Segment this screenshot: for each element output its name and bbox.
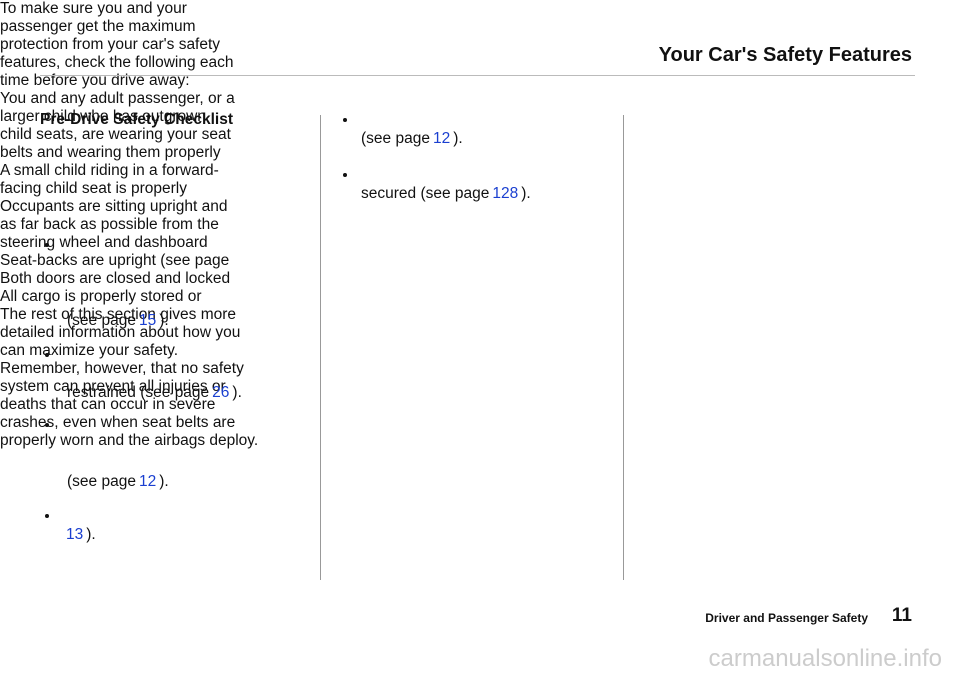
text-line: time before you drive away: [0,72,190,89]
bullet [343,173,347,177]
ref-text: (see page [67,473,136,490]
header-rule [40,75,915,76]
ref-text: ). [521,185,531,202]
bullet [45,353,49,357]
page-link[interactable]: 12 [138,473,157,490]
text-line: passenger get the maximum [0,18,196,35]
text-line: A small child riding in a forward- [0,162,219,179]
text-line: To make sure you and your [0,0,187,17]
text-line: Seat-backs are upright (see page [0,252,230,269]
text-line: features, check the following each [0,54,234,71]
page-link[interactable]: 26 [212,384,230,401]
footer-section: Driver and Passenger Safety [705,611,868,625]
page-title: Your Car's Safety Features [658,44,912,66]
bullet [45,514,49,518]
column-rule [623,115,624,580]
ref-text: ). [159,473,169,490]
bullet [45,423,49,427]
text-line: detailed information about how you [0,324,241,341]
text-line: You and any adult passenger, or a [0,90,235,107]
text-line: child seats, are wearing your seat [0,126,231,143]
text-line: Occupants are sitting upright and [0,198,228,215]
reference: (see page 12). [361,129,463,148]
text-line: crashes, even when seat belts are [0,414,236,431]
text-line: Both doors are closed and locked [0,270,231,287]
text-line: belts and wearing them properly [0,144,221,161]
column-rule [320,115,321,580]
text-line: steering wheel and dashboard [0,234,208,251]
page-link[interactable]: 13 [66,526,84,543]
reference: (see page 12). [67,472,169,491]
ref-text: (see page [361,130,430,147]
text-line: can maximize your safety. [0,342,179,359]
text-line: properly worn and the airbags deploy. [0,432,259,449]
page-link[interactable]: 12 [432,130,451,147]
text-line: as far back as possible from the [0,216,219,233]
text-line: The rest of this section gives more [0,306,237,323]
section-heading: Pre-Drive Safety Checklist [40,111,233,128]
page-link[interactable]: 15 [138,312,157,329]
text-line: protection from your car's safety [0,36,221,53]
text-line: All cargo is properly stored or [0,288,202,305]
text-line: facing child seat is properly [0,180,187,197]
page-number: 11 [891,605,912,626]
ref-text: ). [232,384,242,401]
text-line: larger child who has outgrown [0,108,206,125]
ref-text: restrained (see page [67,384,210,401]
reference: 13). [63,525,96,544]
page-link[interactable]: 128 [492,185,519,202]
ref-text: ). [453,130,463,147]
text-line: Remember, however, that no safety [0,360,244,377]
bullet [45,243,49,247]
text-line: deaths that can occur in severe [0,396,216,413]
ref-text: ). [86,526,96,543]
bullet [343,118,347,122]
ref-text: secured (see page [361,185,490,202]
ref-text: (see page [67,312,136,329]
watermark: carmanualsonline.info [708,645,942,672]
ref-text: ). [159,312,169,329]
reference: secured (see page 128). [361,184,531,203]
reference: (see page 15). [67,311,169,330]
text-line: system can prevent all injuries or [0,378,226,395]
reference: restrained (see page 26). [67,383,242,402]
